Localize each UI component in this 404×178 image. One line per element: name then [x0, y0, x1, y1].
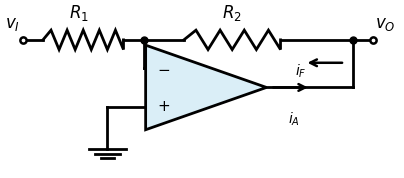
- Text: $v_I$: $v_I$: [5, 15, 20, 33]
- Polygon shape: [145, 45, 266, 130]
- Text: $i_A$: $i_A$: [288, 111, 300, 128]
- Text: $v_O$: $v_O$: [375, 15, 396, 33]
- Text: $R_1$: $R_1$: [69, 3, 89, 23]
- Text: $-$: $-$: [157, 61, 170, 75]
- Text: $R_2$: $R_2$: [222, 3, 242, 23]
- Text: $i_F$: $i_F$: [295, 63, 306, 80]
- Text: $+$: $+$: [157, 99, 170, 114]
